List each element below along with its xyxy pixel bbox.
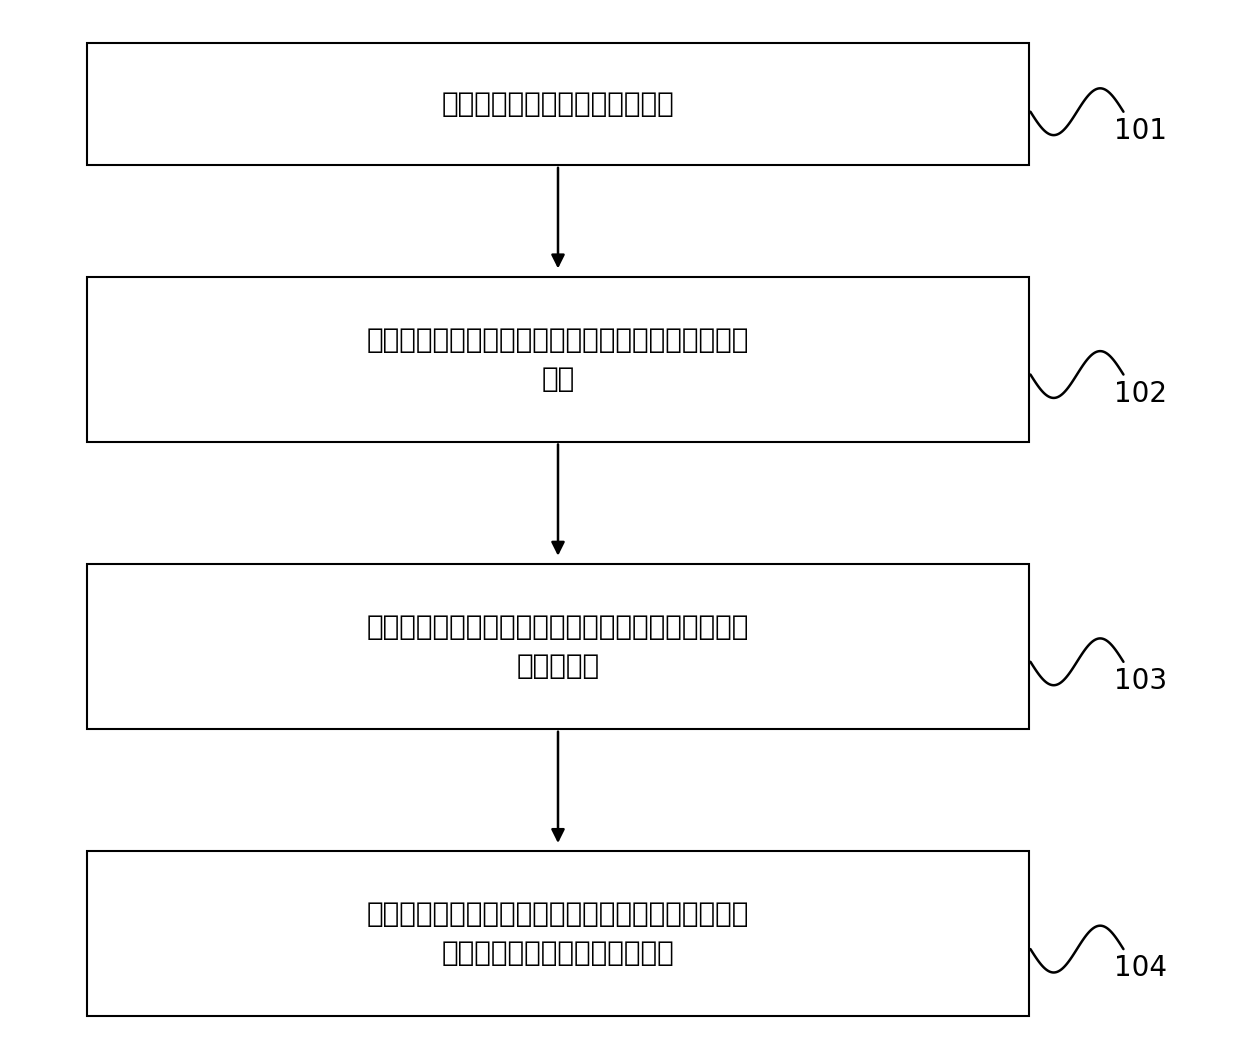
Text: 将所述多个计算流图进行合并，得到所述待处理的时
间序列处理算法对应的流图模型: 将所述多个计算流图进行合并，得到所述待处理的时 间序列处理算法对应的流图模型	[367, 900, 749, 967]
Text: 104: 104	[1115, 954, 1167, 982]
Text: 103: 103	[1115, 667, 1167, 695]
Text: 获取待处理的时间序列处理算法: 获取待处理的时间序列处理算法	[441, 89, 675, 118]
Text: 102: 102	[1115, 380, 1167, 408]
FancyBboxPatch shape	[87, 851, 1029, 1016]
Text: 为所述多个计算表达式分别构造计算流图，以得到多
个计算流图: 为所述多个计算表达式分别构造计算流图，以得到多 个计算流图	[367, 613, 749, 680]
FancyBboxPatch shape	[87, 43, 1029, 165]
FancyBboxPatch shape	[87, 564, 1029, 729]
Text: 101: 101	[1115, 117, 1167, 145]
FancyBboxPatch shape	[87, 277, 1029, 442]
Text: 将所述待处理的时间序列处理算法拆分为多个计算表
达式: 将所述待处理的时间序列处理算法拆分为多个计算表 达式	[367, 326, 749, 393]
